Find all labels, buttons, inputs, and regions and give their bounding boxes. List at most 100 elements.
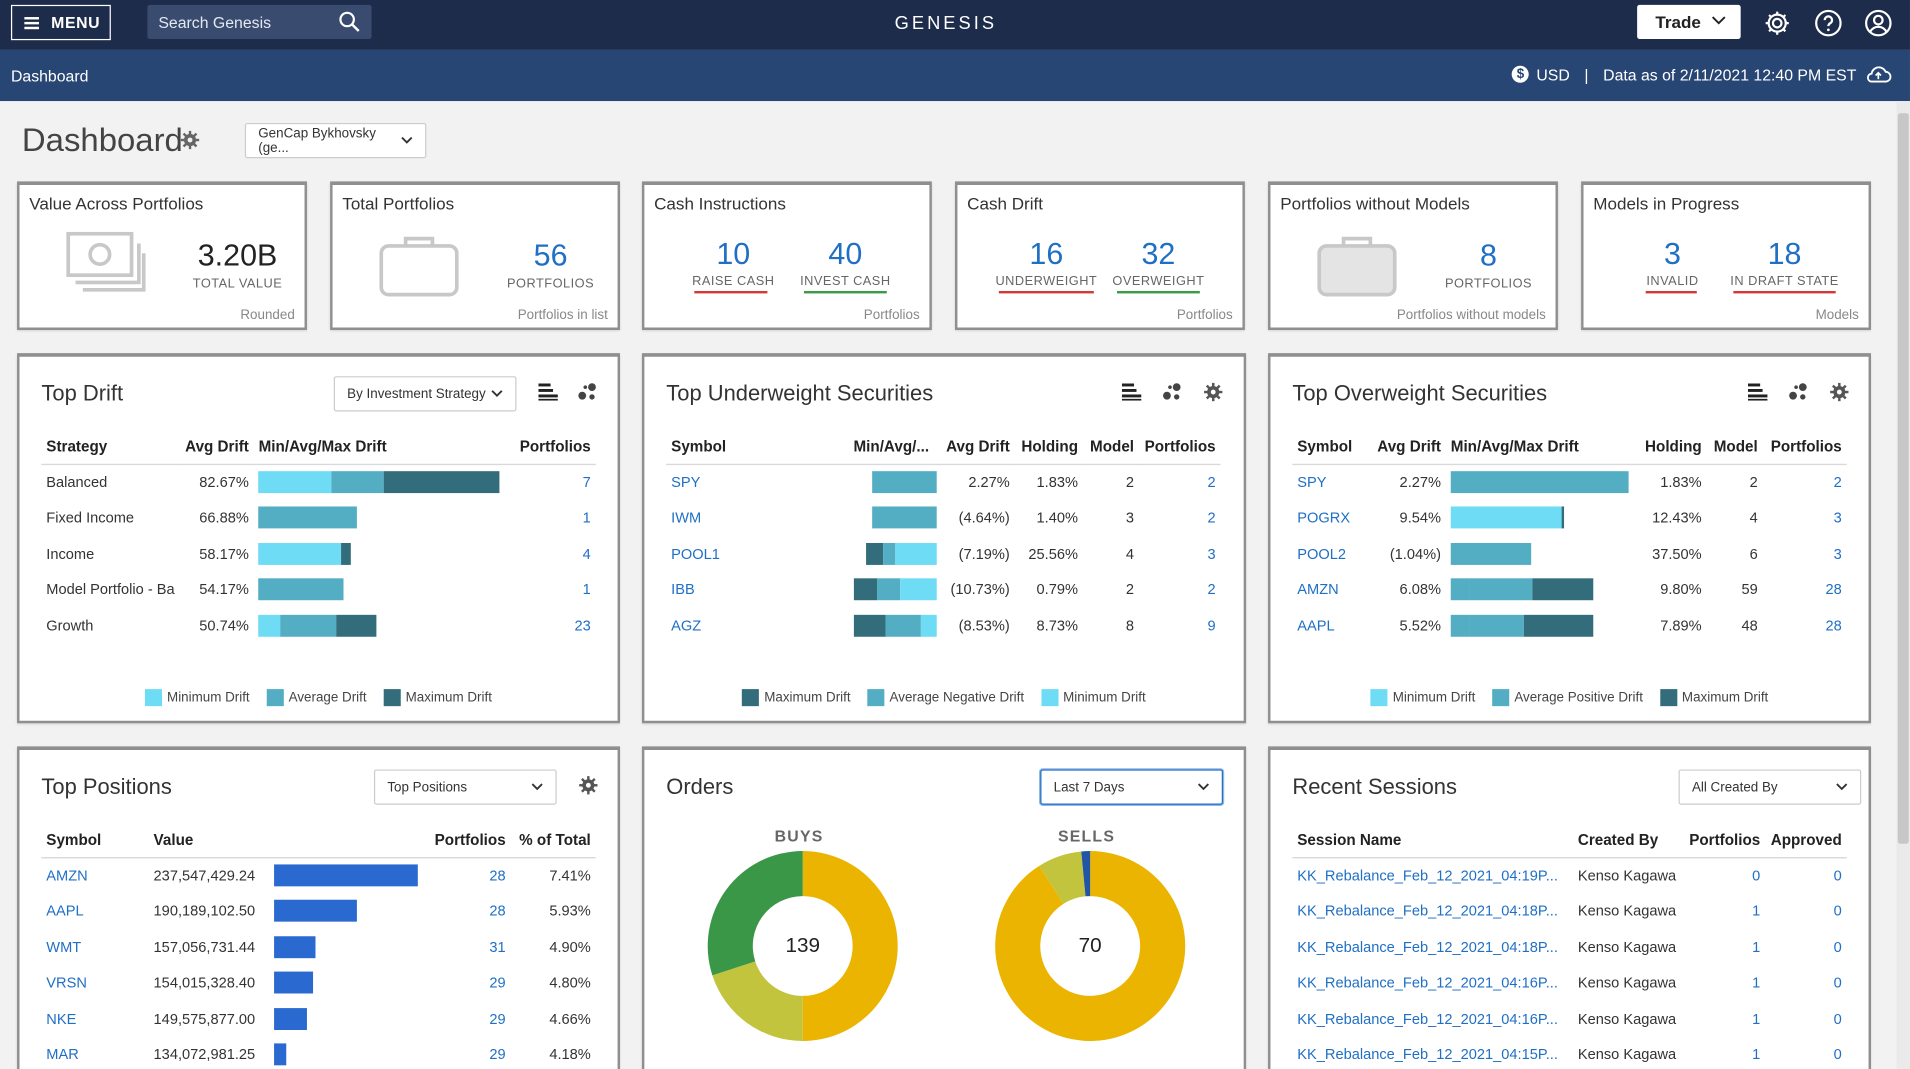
table-row[interactable]: Fixed Income 66.88% 1 [41,500,595,536]
portfolios-link[interactable]: 3 [1207,545,1216,563]
buys-slice-gold[interactable] [802,851,898,1041]
session-name-link[interactable]: KK_Rebalance_Feb_12_2021_04:19P... [1297,866,1558,884]
approved-link[interactable]: 0 [1833,938,1842,956]
symbol-link[interactable]: SPY [671,473,701,491]
symbol-link[interactable]: POGRX [1297,509,1351,527]
kpi-value-invest-cash[interactable]: 40 [828,237,863,272]
symbol-link[interactable]: IWM [671,509,702,527]
session-name-link[interactable]: KK_Rebalance_Feb_12_2021_04:16P... [1297,974,1558,992]
user-account-icon[interactable] [1864,9,1893,38]
portfolios-link[interactable]: 1 [1752,1010,1761,1028]
portfolios-link[interactable]: 1 [582,509,591,527]
portfolios-link[interactable]: 31 [489,938,506,956]
symbol-link[interactable]: SPY [1297,473,1327,491]
positions-filter-select[interactable]: Top Positions [373,769,557,805]
portfolios-link[interactable]: 1 [582,581,591,599]
drift-bar[interactable] [853,614,937,637]
table-row[interactable]: VRSN 154,015,328.40 29 4.80% [41,965,595,1001]
portfolios-link[interactable]: 0 [1752,866,1761,884]
portfolios-link[interactable]: 2 [1833,473,1842,491]
table-row[interactable]: KK_Rebalance_Feb_12_2021_04:18P... Kenso … [1292,893,1846,929]
drift-bar[interactable] [258,471,500,494]
portfolios-link[interactable]: 1 [1752,974,1761,992]
col-min-avg-max[interactable]: Min/Avg/Max Drift [1445,429,1636,465]
drift-bar[interactable] [1450,471,1631,494]
col-portfolios[interactable]: Portfolios [429,823,511,858]
table-row[interactable]: IWM (4.64%) 1.40% 3 2 [666,500,1220,536]
sells-slice-gold[interactable] [995,851,1186,1041]
portfolios-link[interactable]: 2 [1207,509,1216,527]
table-row[interactable]: KK_Rebalance_Feb_12_2021_04:16P... Kenso … [1292,1001,1846,1037]
approved-link[interactable]: 0 [1833,974,1842,992]
portfolios-link[interactable]: 29 [489,1046,506,1064]
table-row[interactable]: POOL1 (7.19%) 25.56% 4 3 [666,536,1220,572]
portfolios-link[interactable]: 1 [1752,1046,1761,1064]
portfolios-link[interactable]: 3 [1833,545,1842,563]
kpi-cash-instructions[interactable]: Cash Instructions 10 RAISE CASH 40 INVES… [641,181,932,330]
position-bar[interactable] [273,935,425,958]
table-row[interactable]: POOL2 (1.04%) 37.50% 6 3 [1292,536,1846,572]
trade-dropdown[interactable]: Trade [1637,4,1741,39]
kpi-value[interactable]: 8 [1480,238,1497,273]
gear-icon[interactable] [1203,382,1223,402]
menu-button[interactable]: MENU [10,4,111,41]
cloud-refresh-icon[interactable] [1864,65,1893,84]
gear-icon[interactable] [579,776,598,795]
page-scrollbar[interactable] [1896,101,1910,1069]
kpi-value[interactable]: 56 [533,238,568,273]
sells-slice-blue[interactable] [1081,851,1091,897]
table-row[interactable]: Model Portfolio - Ba 54.17% 1 [41,572,595,608]
sells-slice-light-green[interactable] [1039,851,1086,904]
kpi-total-portfolios[interactable]: Total Portfolios 56 PORTFOLIOS Portfolio… [330,181,621,330]
symbol-link[interactable]: AGZ [671,616,702,635]
table-row[interactable]: IBB (10.73%) 0.79% 2 2 [666,572,1220,608]
portfolios-link[interactable]: 28 [1825,581,1842,599]
col-model[interactable]: Model [1706,429,1763,465]
col-created-by[interactable]: Created By [1572,823,1685,858]
scatter-view-icon[interactable] [1788,382,1810,401]
position-bar[interactable] [273,900,425,922]
table-row[interactable]: KK_Rebalance_Feb_12_2021_04:19P... Kenso … [1292,857,1846,893]
drift-grouping-select[interactable]: By Investment Strategy [333,376,517,412]
portfolios-link[interactable]: 29 [489,974,506,992]
kpi-value-overweight[interactable]: 32 [1141,237,1176,272]
portfolios-link[interactable]: 23 [574,616,591,635]
col-avg-drift[interactable]: Avg Drift [180,429,254,465]
drift-bar[interactable] [853,506,937,529]
col-approved[interactable]: Approved [1765,823,1847,858]
symbol-link[interactable]: POOL2 [1297,545,1347,563]
table-row[interactable]: KK_Rebalance_Feb_12_2021_04:15P... Kenso … [1292,1037,1846,1069]
drift-bar[interactable] [258,542,499,565]
search-input[interactable] [158,12,329,32]
table-row[interactable]: SPY 2.27% 1.83% 2 2 [666,464,1220,500]
col-avg-drift[interactable]: Avg Drift [1367,429,1446,465]
list-view-icon[interactable] [538,382,558,401]
scrollbar-thumb[interactable] [1897,113,1909,844]
portfolios-link[interactable]: 4 [582,545,591,563]
kpi-value-draft[interactable]: 18 [1767,237,1802,272]
drift-bar[interactable] [853,578,937,601]
table-row[interactable]: SPY 2.27% 1.83% 2 2 [1292,464,1846,500]
search-icon[interactable] [339,11,361,33]
session-name-link[interactable]: KK_Rebalance_Feb_12_2021_04:18P... [1297,902,1558,920]
table-row[interactable]: Income 58.17% 4 [41,536,595,572]
drift-bar[interactable] [1450,506,1631,529]
portfolios-link[interactable]: 29 [489,1010,506,1028]
symbol-link[interactable]: AAPL [1297,616,1335,635]
portfolios-link[interactable]: 2 [1207,581,1216,599]
symbol-link[interactable]: AAPL [46,902,84,920]
drift-bar[interactable] [1450,542,1631,565]
col-symbol[interactable]: Symbol [1292,429,1368,465]
approved-link[interactable]: 0 [1833,866,1842,884]
col-holding[interactable]: Holding [1635,429,1707,465]
buys-slice-light-green[interactable] [712,961,803,1041]
list-view-icon[interactable] [1747,382,1768,401]
approved-link[interactable]: 0 [1833,1010,1842,1028]
dashboard-settings-icon[interactable] [180,130,200,150]
symbol-link[interactable]: IBB [671,581,695,599]
kpi-cash-drift[interactable]: Cash Drift 16 UNDERWEIGHT 32 OVERWEIGHT … [954,181,1245,330]
position-bar[interactable] [273,864,425,887]
portfolios-link[interactable]: 9 [1207,616,1216,635]
position-bar[interactable] [273,971,425,994]
currency-label[interactable]: USD [1536,65,1570,84]
